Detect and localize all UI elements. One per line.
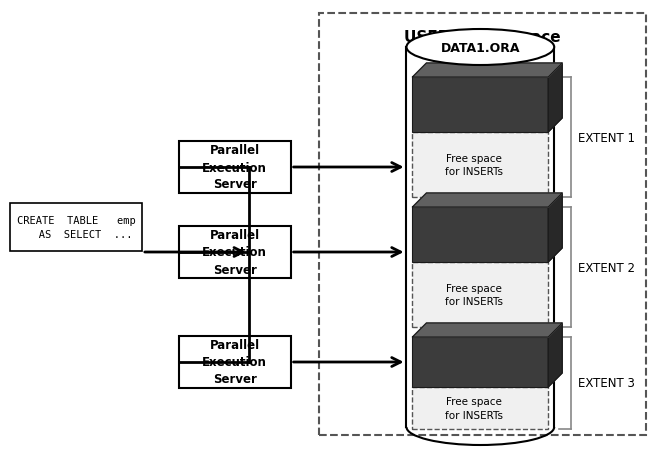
Polygon shape	[412, 323, 562, 337]
Bar	[412, 262, 548, 327]
Bar	[179, 226, 291, 278]
Bar	[412, 207, 548, 262]
Bar	[179, 142, 291, 193]
Text: Parallel
Execution
Server: Parallel Execution Server	[203, 229, 267, 276]
Polygon shape	[412, 64, 562, 78]
Bar	[318, 14, 646, 435]
Text: DATA1.ORA: DATA1.ORA	[441, 41, 520, 55]
Ellipse shape	[406, 30, 554, 66]
Text: Parallel
Execution
Server: Parallel Execution Server	[203, 144, 267, 191]
Bar	[412, 78, 548, 133]
Text: EXTENT 1: EXTENT 1	[578, 131, 635, 144]
Polygon shape	[548, 64, 562, 133]
Polygon shape	[548, 323, 562, 387]
Polygon shape	[412, 193, 562, 207]
Text: EXTENT 2: EXTENT 2	[578, 261, 635, 274]
Text: Free space
for INSERTs: Free space for INSERTs	[445, 396, 502, 420]
Bar	[412, 133, 548, 198]
Text: EXTENT 3: EXTENT 3	[578, 377, 635, 390]
Text: CREATE  TABLE   emp
   AS  SELECT  ...: CREATE TABLE emp AS SELECT ...	[17, 216, 136, 239]
Bar	[10, 203, 142, 252]
Bar	[406, 48, 554, 427]
Bar	[412, 337, 548, 387]
Text: Parallel
Execution
Server: Parallel Execution Server	[203, 339, 267, 386]
Text: USERS Tablespace: USERS Tablespace	[404, 30, 561, 45]
Text: Free space
for INSERTs: Free space for INSERTs	[445, 153, 502, 177]
Bar	[179, 336, 291, 388]
Bar	[412, 387, 548, 429]
Polygon shape	[548, 193, 562, 262]
Text: Free space
for INSERTs: Free space for INSERTs	[445, 283, 502, 306]
